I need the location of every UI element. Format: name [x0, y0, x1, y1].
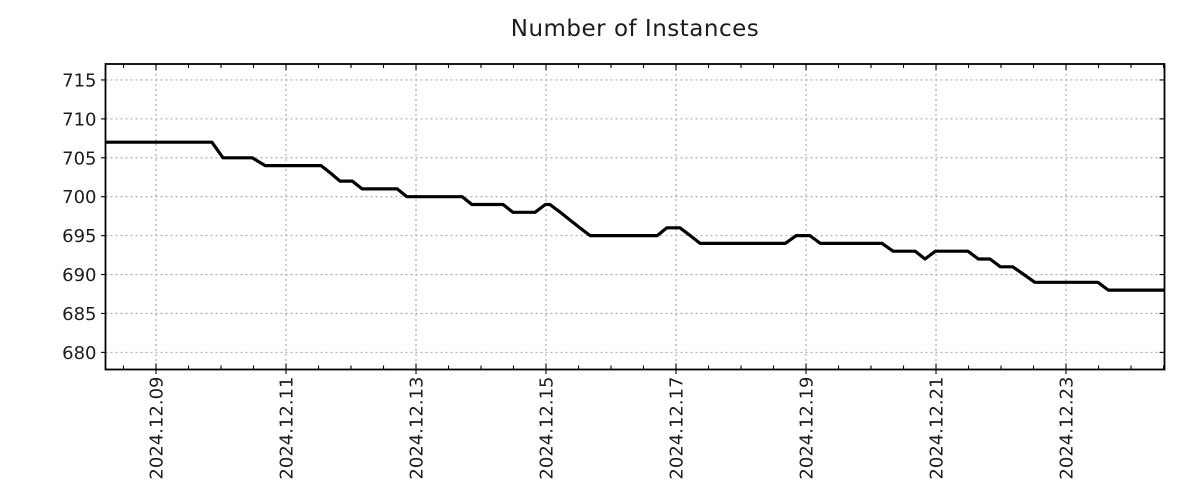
axis-ticks — [101, 64, 1165, 374]
y-tick-label: 685 — [62, 304, 96, 325]
y-tick-label: 715 — [62, 70, 96, 91]
y-tick-label: 690 — [62, 265, 96, 286]
y-tick-label: 695 — [62, 226, 96, 247]
x-tick-label: 2024.12.17 — [667, 377, 688, 480]
y-tick-label: 705 — [62, 148, 96, 169]
grid — [105, 64, 1165, 370]
axis-labels: 680 685 690 695 700 705 710 715 2024.12.09 2024.1… — [62, 70, 1077, 479]
y-tick-label: 700 — [62, 187, 96, 208]
y-tick-label: 680 — [62, 343, 96, 364]
y-tick-label: 710 — [62, 109, 96, 130]
chart-title: Number of Instances — [510, 16, 760, 42]
x-tick-label: 2024.12.19 — [797, 377, 818, 480]
x-tick-label: 2024.12.09 — [147, 377, 168, 480]
x-tick-label: 2024.12.11 — [277, 377, 298, 480]
x-tick-label: 2024.12.23 — [1057, 377, 1078, 480]
x-tick-label: 2024.12.21 — [927, 377, 948, 480]
x-tick-label: 2024.12.13 — [407, 377, 428, 480]
data-line-instances — [105, 140, 1165, 292]
plot-border — [104, 63, 1166, 371]
x-tick-label: 2024.12.15 — [537, 377, 558, 480]
